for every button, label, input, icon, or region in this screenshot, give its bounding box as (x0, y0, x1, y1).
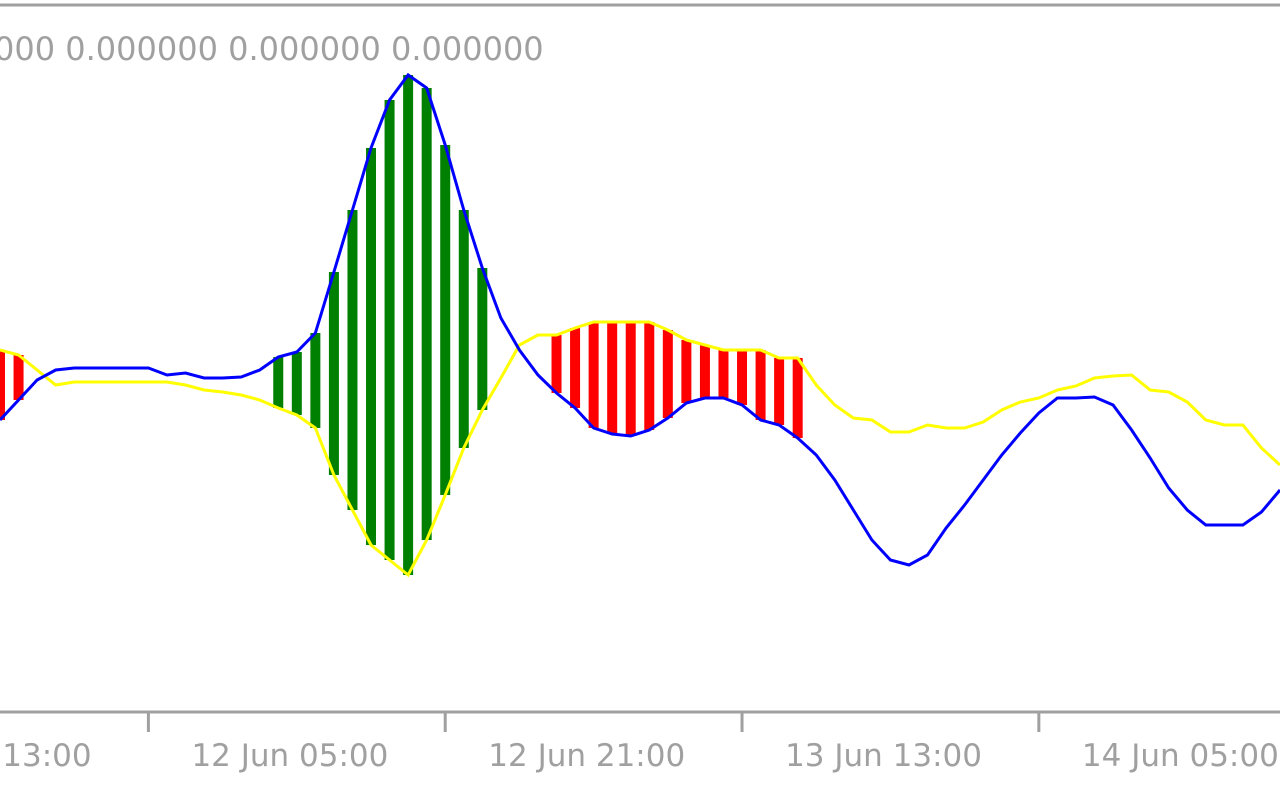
x-tick-label: 13:00 (2, 738, 91, 774)
x-tick-label: 13 Jun 13:00 (785, 738, 982, 774)
histogram-bar (792, 358, 803, 438)
histogram-bar (755, 350, 766, 420)
x-tick-label: 12 Jun 05:00 (191, 738, 388, 774)
histogram-bar (570, 328, 581, 408)
histogram-bar (13, 355, 24, 400)
line-series (0, 320, 1280, 578)
histogram-bar (737, 350, 748, 405)
histogram-bar (273, 357, 284, 408)
histogram-bar (681, 340, 692, 403)
line-series (0, 72, 1280, 567)
chart-title: 000 0.000000 0.000000 0.000000 (0, 30, 544, 68)
x-tick-label: 14 Jun 05:00 (1082, 738, 1279, 774)
histogram-bar (644, 322, 655, 430)
histogram-bar (310, 333, 321, 428)
histogram-bar (774, 358, 785, 425)
histogram-bar (328, 272, 339, 475)
histogram-bar (699, 345, 710, 398)
histogram-bar (718, 350, 729, 398)
histogram-bar (477, 268, 488, 410)
histogram-bar (384, 100, 395, 560)
histogram-bar (458, 210, 469, 448)
histogram-bar (607, 322, 618, 434)
histogram-bar (366, 148, 377, 545)
histogram-bar (625, 322, 636, 436)
histogram-bar (421, 88, 432, 540)
histogram-bar (403, 75, 414, 575)
x-tick-label: 12 Jun 21:00 (488, 738, 685, 774)
histogram-bar (0, 350, 5, 420)
histogram-bar (551, 335, 562, 393)
histogram-bar (588, 322, 599, 428)
histogram-bar (440, 145, 451, 495)
histogram-bar (291, 352, 302, 415)
histogram-bar (347, 210, 358, 510)
histogram-bar (662, 330, 673, 418)
